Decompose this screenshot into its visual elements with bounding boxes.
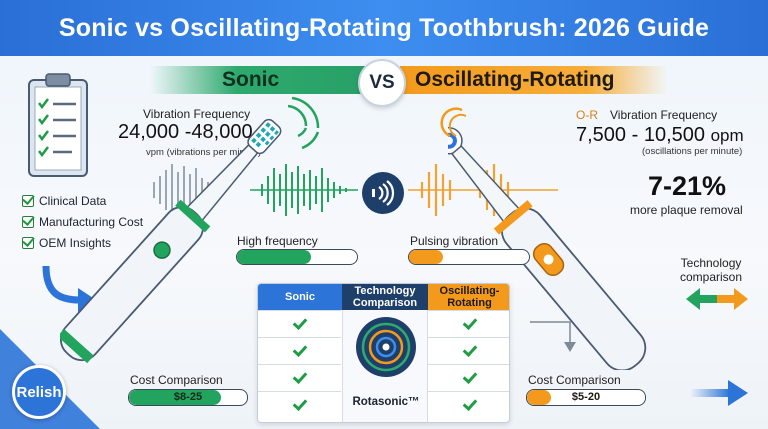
oscillating-freq-title: Vibration Frequency [610,108,718,122]
oscillating-cost-bar: $5-20 [526,389,646,406]
checklist-item: Clinical Data [22,190,143,211]
table-header-middle: Technology Comparison [342,284,428,310]
table-cell [258,391,341,418]
table-header-sonic: Sonic [258,284,342,310]
plaque-value: 7-21% [648,171,727,201]
check-icon [462,314,477,331]
checklist: Clinical Data Manufacturing Cost OEM Ins… [22,190,143,253]
check-icon [462,341,477,358]
oscillating-band [400,66,668,94]
check-icon [292,314,307,331]
checklist-item: OEM Insights [22,232,143,253]
curved-arrow-icon [42,265,96,312]
rotasonic-label: Rotasonic™ [352,396,420,408]
clipboard-icon [28,73,88,177]
oscillating-freq-title-row: O-R Vibration Frequency [576,108,717,122]
right-arrow-icon [690,380,748,406]
checkbox-icon [22,194,34,207]
oscillating-toothbrush-illustration [448,127,647,370]
header-banner: Sonic vs Oscillating-Rotating Toothbrush… [0,0,768,56]
oscillating-label: Oscillating-Rotating [415,68,615,91]
table-cell [258,364,341,391]
sonic-freq-title: Vibration Frequency [143,107,251,121]
sonic-frequency-fill [237,250,312,264]
relish-logo[interactable]: Relish [12,365,66,419]
oscillating-bar-label: Pulsing vibration [410,234,499,248]
table-cell [258,337,341,364]
oscillating-frequency-fill [409,250,443,264]
checkbox-icon [22,236,34,249]
sonic-cost-title: Cost Comparison [130,373,223,387]
oscillating-freq-value-row: 7,500 - 10,500 opm [576,124,744,147]
sound-waves-icon [372,180,395,206]
table-cell [428,364,509,391]
sonic-frequency-bar [236,249,358,265]
page-title: Sonic vs Oscillating-Rotating Toothbrush… [58,13,710,42]
plaque-text: more plaque removal [630,203,743,217]
comparison-table: Sonic Technology Comparison Oscillating-… [257,283,510,423]
rotasonic-logo-icon [356,317,416,377]
vibration-lines-icon [287,96,320,150]
sonic-freq-unit: vpm (vibrations per minute) [146,147,262,158]
check-icon [292,341,307,358]
oscillating-cost-title: Cost Comparison [528,373,621,387]
table-cell [428,310,509,337]
table-cell [258,310,341,337]
sound-wave-icon [362,172,404,214]
down-arrow-icon [530,321,576,352]
table-cell [428,337,509,364]
table-header-oscillating: Oscillating-Rotating [428,284,509,310]
sonic-wave-graphic [153,164,358,216]
oscillating-cost-value: $5-20 [571,391,601,403]
sonic-bar-label: High frequency [237,234,318,248]
checkbox-icon [22,215,34,228]
or-prefix: O-R [576,108,598,122]
oscillating-freq-value: 7,500 - 10,500 [576,124,705,146]
oscillating-freq-value-unit: opm [710,126,744,145]
tech-comparison-label: Technology comparison [680,256,743,284]
table-center-column: Rotasonic™ [342,310,428,422]
check-icon [462,368,477,385]
check-icon [292,368,307,385]
check-icon [462,395,477,412]
sonic-cost-bar: $8-25 [128,389,248,406]
table-cell [428,391,509,418]
oscillating-frequency-bar [408,249,530,265]
sonic-cost-fill [129,390,222,405]
rotation-arc-icon [440,107,467,138]
vs-badge: VS [358,59,406,107]
checklist-item: Manufacturing Cost [22,211,143,232]
oscillating-cost-fill [527,390,551,405]
check-icon [292,395,307,412]
sonic-cost-value: $8-25 [173,391,203,403]
sonic-label: Sonic [222,68,280,91]
sonic-toothbrush-illustration [60,118,282,364]
sonic-band [150,66,365,94]
double-arrow-icon [686,288,748,310]
sonic-freq-value: 24,000 -48,000 [118,121,253,143]
oscillating-freq-unit: (oscillations per minute) [642,146,743,157]
